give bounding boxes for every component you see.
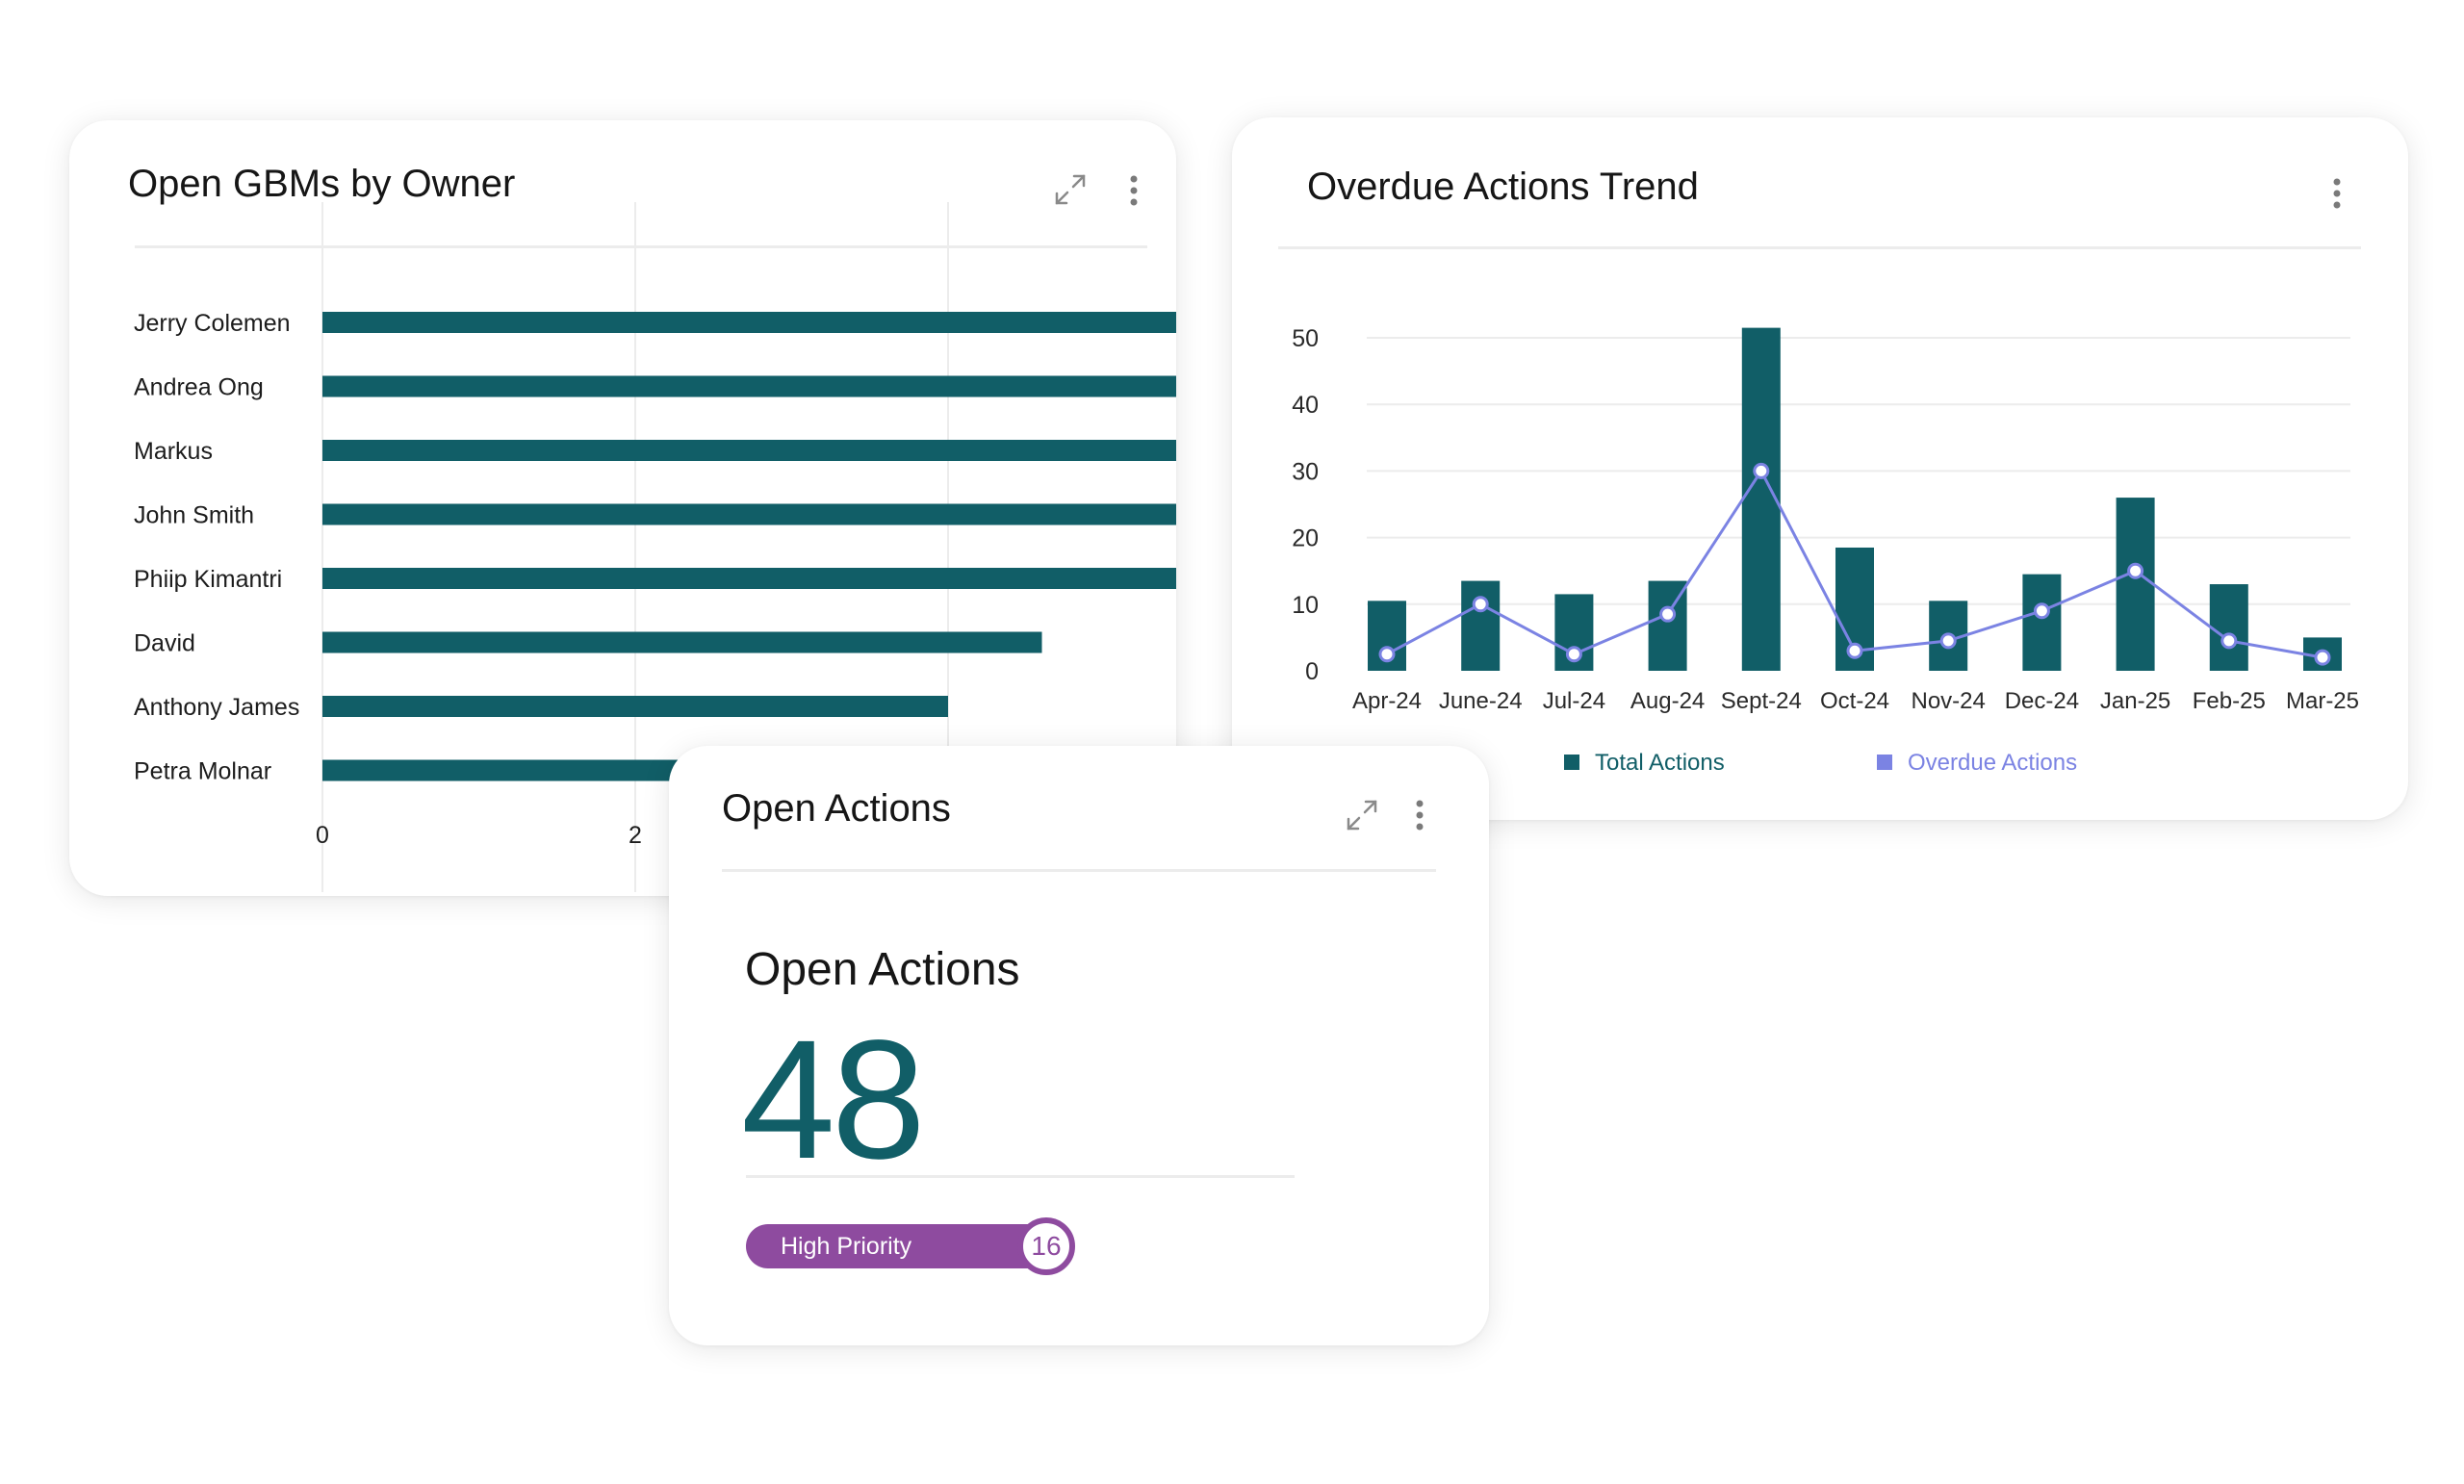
x-tick-label: June-24 <box>1439 688 1523 714</box>
kpi-label: Open Actions <box>745 944 1020 995</box>
x-tick-label: Nov-24 <box>1912 688 1986 714</box>
x-tick-label: Jan-25 <box>2100 688 2170 714</box>
owner-label: Markus <box>134 438 213 465</box>
x-tick-label: Dec-24 <box>2005 688 2079 714</box>
x-tick-label: Sept-24 <box>1721 688 1802 714</box>
kpi-divider <box>746 1175 1295 1178</box>
legend-swatch-overdue <box>1877 755 1892 770</box>
x-tick-label: Jul-24 <box>1543 688 1605 714</box>
legend-label-overdue: Overdue Actions <box>1908 750 2077 776</box>
overdue-actions-point <box>1659 605 1677 623</box>
owner-bar <box>322 440 1176 461</box>
owner-bar <box>322 375 1176 397</box>
owner-label: Jerry Colemen <box>134 310 291 337</box>
open-actions-card: Open Actions Open Actions 48 High Priori… <box>669 746 1489 1345</box>
expand-icon[interactable] <box>1051 170 1090 209</box>
high-priority-label: High Priority <box>781 1233 912 1260</box>
owner-bar <box>322 503 1176 525</box>
owner-label: Phiip Kimantri <box>134 566 282 593</box>
card-title: Open GBMs by Owner <box>128 163 516 205</box>
overdue-actions-point <box>1939 632 1957 650</box>
owner-label: David <box>134 630 195 657</box>
legend-swatch-total <box>1564 755 1579 770</box>
overdue-trend-chart: 0 10 20 30 40 50 Apr-24 June-24 Jul-24 Aug-24 Sept… <box>1292 325 2359 776</box>
header-divider <box>1278 246 2361 249</box>
owner-label: John Smith <box>134 502 254 529</box>
total-actions-bar <box>2116 498 2155 671</box>
y-tick-label: 10 <box>1292 592 1319 619</box>
x-tick-label: Feb-25 <box>2193 688 2266 714</box>
overdue-actions-point <box>1378 646 1396 663</box>
card-title: Open Actions <box>722 787 951 830</box>
owner-bar <box>322 568 1176 589</box>
total-actions-bar <box>2209 584 2248 671</box>
total-actions-bar <box>2022 574 2062 671</box>
x-tick-label: Apr-24 <box>1352 688 1422 714</box>
overdue-actions-point <box>2127 562 2144 579</box>
high-priority-count: 16 <box>1017 1217 1075 1275</box>
owner-bar <box>322 631 1042 653</box>
high-priority-pill[interactable]: High Priority 16 <box>746 1217 1075 1275</box>
x-tick-label: Oct-24 <box>1820 688 1889 714</box>
x-tick-label: Aug-24 <box>1630 688 1705 714</box>
overdue-actions-point <box>1472 596 1489 613</box>
more-vertical-icon[interactable] <box>1128 174 1140 207</box>
overdue-actions-point <box>1753 462 1770 479</box>
total-actions-bar <box>1741 327 1781 671</box>
more-vertical-icon[interactable] <box>1414 799 1425 832</box>
header-divider <box>135 245 1147 248</box>
more-vertical-icon[interactable] <box>2331 177 2343 210</box>
owner-label: Petra Molnar <box>134 758 271 785</box>
card-title: Overdue Actions Trend <box>1307 166 1699 208</box>
open-gbms-card: Open GBMs by Owner Jerry Colemen Andrea O… <box>69 120 1176 896</box>
y-tick-label: 50 <box>1292 325 1319 352</box>
overdue-actions-point <box>2033 602 2050 620</box>
legend-label-total: Total Actions <box>1595 750 1725 776</box>
gbm-bar-chart: Jerry Colemen Andrea Ong Markus John Smith P… <box>134 202 1176 892</box>
x-tick-label: 2 <box>629 822 642 849</box>
y-tick-label: 40 <box>1292 392 1319 419</box>
x-tick-label: 0 <box>316 822 329 849</box>
total-actions-bar <box>1461 580 1501 671</box>
overdue-actions-point <box>2314 649 2331 666</box>
owner-bar <box>322 312 1176 333</box>
y-tick-label: 30 <box>1292 458 1319 485</box>
owner-label: Anthony James <box>134 694 299 721</box>
overdue-actions-point <box>1565 646 1582 663</box>
overdue-actions-point <box>1846 642 1863 659</box>
x-tick-label: Mar-25 <box>2286 688 2359 714</box>
y-tick-label: 0 <box>1305 658 1319 685</box>
expand-icon[interactable] <box>1343 796 1381 834</box>
owner-bar <box>322 696 948 717</box>
overdue-trend-card: Overdue Actions Trend 0 10 20 30 40 50 Apr-24 J… <box>1232 117 2408 820</box>
header-divider <box>722 869 1436 872</box>
overdue-actions-point <box>2220 632 2238 650</box>
kpi-value: 48 <box>741 1006 926 1194</box>
owner-label: Andrea Ong <box>134 374 264 401</box>
y-tick-label: 20 <box>1292 525 1319 552</box>
